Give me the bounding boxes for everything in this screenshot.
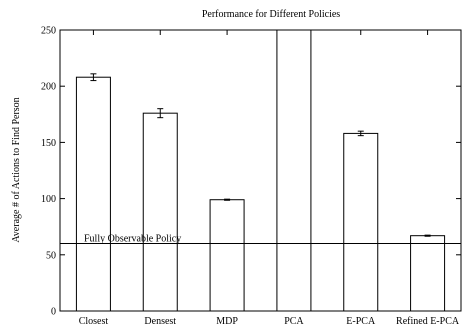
- plot-frame: [59, 29, 462, 312]
- x-tick-label: Refined E-PCA: [396, 316, 460, 327]
- y-tick-label: 150: [41, 138, 56, 149]
- x-axis-ticks: Closest Densest MDP PCA E-PCA Refined E-PCA: [79, 30, 460, 327]
- y-tick-label: 100: [41, 194, 56, 205]
- y-axis-label: Average # of Actions to Find Person: [11, 97, 22, 242]
- bar-densest: [142, 112, 178, 312]
- bar-closest: [75, 76, 111, 312]
- bar-refined-e-pca: [410, 235, 446, 312]
- bars: [75, 29, 446, 312]
- y-tick-label: 250: [41, 26, 56, 37]
- x-tick-label: Densest: [144, 316, 176, 327]
- x-tick-label: MDP: [216, 316, 238, 327]
- bar-e-pca: [343, 132, 379, 312]
- reference-line-label: Fully Observable Policy: [84, 234, 181, 245]
- x-tick-label: Closest: [79, 316, 109, 327]
- x-tick-label: PCA: [284, 316, 304, 327]
- y-tick-label: 50: [46, 250, 56, 261]
- bar-pca: [276, 29, 312, 312]
- y-tick-label: 200: [41, 82, 56, 93]
- chart-title: Performance for Different Policies: [202, 9, 340, 20]
- error-bars: [90, 73, 431, 237]
- x-tick-label: E-PCA: [346, 316, 376, 327]
- bar-mdp: [209, 199, 245, 312]
- y-tick-label: 0: [51, 307, 56, 318]
